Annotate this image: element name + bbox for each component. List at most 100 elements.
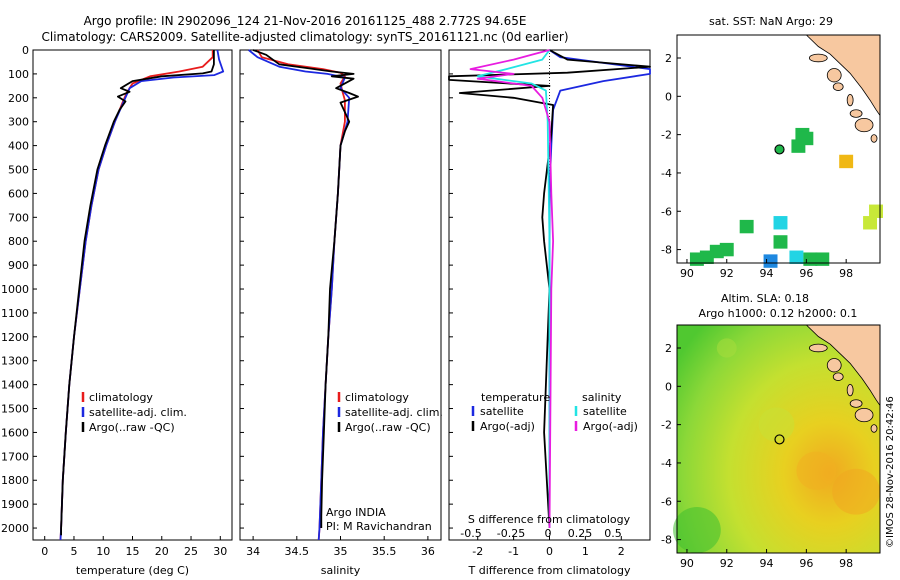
y-tick-label: 1000	[1, 283, 29, 296]
y-tick-label: 500	[8, 164, 29, 177]
x-tick-label: 98	[839, 267, 853, 280]
y-tick-label: 0	[22, 44, 29, 57]
y-tick-label: 600	[8, 187, 29, 200]
x2-tick-label: 0.25	[568, 527, 593, 540]
island	[870, 424, 878, 433]
island	[826, 358, 842, 373]
annotation-line: Argo INDIA	[326, 506, 386, 519]
y-tick-label: 1700	[1, 450, 29, 463]
y-tick-label: -8	[661, 534, 672, 547]
sst-data-cell	[689, 252, 704, 266]
y-tick-label: 2000	[1, 522, 29, 535]
island	[870, 134, 878, 143]
island	[854, 117, 874, 133]
x-axis-label: T difference from climatology	[468, 564, 631, 577]
sst-data-cell	[791, 139, 806, 153]
y-tick-label: -4	[661, 457, 672, 470]
x-tick-label: 20	[155, 545, 169, 558]
x2-tick-label: -0.25	[497, 527, 525, 540]
x-tick-label: 30	[213, 545, 227, 558]
legend-entry: Argo(-adj)	[583, 420, 638, 433]
profile-panel-difference-from-climatology: -2 -1 0 1 2 T difference from climatology temp…	[448, 49, 651, 577]
y-tick-label: 1600	[1, 426, 29, 439]
x-axis-label: temperature (deg C)	[76, 564, 189, 577]
sla-anomaly-patch	[716, 338, 737, 358]
x-tick-label: 5	[70, 545, 77, 558]
map-title: sat. SST: NaN Argo: 29	[709, 15, 833, 28]
x2-tick-label: -0.5	[460, 527, 481, 540]
island	[849, 109, 863, 118]
series-line-argorawqc	[252, 49, 359, 528]
x-tick-label: 92	[720, 267, 734, 280]
x-tick-label: 94	[760, 267, 774, 280]
y-tick-label: -4	[661, 167, 672, 180]
sst-data-cell	[839, 154, 854, 169]
island	[832, 82, 844, 91]
legend-entry: climatology	[89, 391, 153, 404]
x-tick-label: 36	[421, 545, 435, 558]
x-tick-label: 25	[184, 545, 198, 558]
y-tick-label: 900	[8, 259, 29, 272]
x2-axis-label: S difference from climatology	[468, 513, 631, 526]
map-subtitle: Argo h1000: 0.12 h2000: 0.1	[699, 307, 858, 320]
x-tick-label: 90	[680, 267, 694, 280]
y-tick-label: 1300	[1, 355, 29, 368]
header-line-1: Argo profile: IN 2902096_124 21-Nov-2016…	[84, 14, 527, 28]
profile-panel-salinity: 34 34.5 35 35.5 36 salinity climatology satelli…	[239, 49, 443, 577]
x-tick-label: 34.5	[285, 545, 310, 558]
y-tick-label: 100	[8, 68, 29, 81]
argo-profile-location-marker	[774, 144, 785, 155]
sla-anomaly-patch	[832, 468, 881, 515]
legend-entry: Argo(..raw -QC)	[345, 421, 431, 434]
sst-data-cell	[869, 204, 883, 218]
legend-entry: climatology	[345, 391, 409, 404]
sst-data-cell	[863, 216, 878, 230]
x-tick-label: 10	[96, 545, 110, 558]
y-tick-label: 0	[665, 90, 672, 103]
y-tick-label: -8	[661, 244, 672, 257]
y-tick-label: -6	[661, 495, 672, 508]
profile-sst-fill	[775, 145, 784, 154]
series-line-satellite	[476, 49, 551, 528]
sst-data-cell	[773, 235, 788, 249]
header-line-2: Climatology: CARS2009. Satellite-adjuste…	[41, 30, 568, 44]
legend-title: temperature	[481, 391, 550, 404]
x-tick-label: -2	[472, 545, 483, 558]
x-tick-label: 35.5	[372, 545, 397, 558]
map-title: Altim. SLA: 0.18	[721, 292, 809, 305]
map-frame	[676, 324, 881, 554]
x-axis-label: salinity	[321, 564, 361, 577]
island	[832, 372, 844, 381]
legend-entry: satellite-adj. clim.	[89, 406, 187, 419]
x-tick-label: 96	[799, 267, 813, 280]
y-tick-label: 1400	[1, 379, 29, 392]
y-tick-label: 1100	[1, 307, 29, 320]
profile-panel-temperature: 0100200300400500600700800900100011001200…	[1, 44, 233, 577]
x2-tick-label: 0.5	[604, 527, 622, 540]
plot-frame	[239, 49, 442, 541]
y-tick-label: 800	[8, 235, 29, 248]
x-tick-label: 92	[720, 557, 734, 570]
island	[849, 399, 863, 408]
map-frame	[676, 34, 881, 264]
island	[854, 407, 874, 423]
island	[846, 93, 854, 107]
x-tick-label: -1	[508, 545, 519, 558]
x-tick-label: 15	[126, 545, 140, 558]
y-tick-label: 700	[8, 211, 29, 224]
map-panel-sst: sat. SST: NaN Argo: 29 90 92 94 96 98 2 0 -2 -4 -6…	[661, 15, 883, 280]
y-tick-label: 200	[8, 92, 29, 105]
sla-anomaly-patch	[673, 507, 721, 553]
x-tick-label: 2	[618, 545, 625, 558]
legend-entry: Argo(-adj)	[480, 420, 535, 433]
y-tick-label: 1500	[1, 403, 29, 416]
island	[846, 383, 854, 397]
y-tick-label: 1200	[1, 331, 29, 344]
sst-data-cell	[763, 254, 778, 268]
x-tick-label: 35	[334, 545, 348, 558]
x-tick-label: 1	[582, 545, 589, 558]
argo-profile-location-marker	[774, 434, 785, 445]
y-tick-label: 2	[665, 342, 672, 355]
legend-title: salinity	[582, 391, 622, 404]
island	[826, 68, 842, 83]
